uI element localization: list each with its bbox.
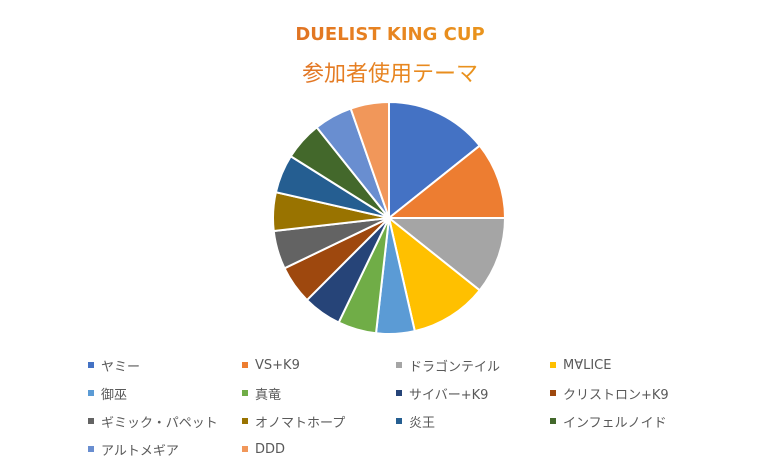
legend-label: アルトメギア	[101, 443, 179, 459]
chart-title: DUELIST KING CUP	[0, 24, 780, 45]
legend-label: 炎王	[409, 415, 436, 431]
legend-swatch	[396, 362, 402, 368]
legend-item: 真竜	[242, 384, 282, 403]
legend-swatch	[88, 418, 94, 424]
legend-label: 御巫	[101, 387, 128, 403]
legend-swatch	[550, 362, 556, 368]
legend-swatch	[550, 390, 556, 396]
legend-item: DDD	[242, 440, 285, 458]
legend-item: サイバー+K9	[396, 384, 489, 403]
legend-label: インフェルノイド	[563, 415, 667, 431]
legend-item: 炎王	[396, 412, 436, 431]
legend-swatch	[242, 362, 248, 368]
legend-label: ギミック・パペット	[101, 415, 218, 431]
legend-label: オノマトホープ	[255, 415, 346, 431]
legend-item: クリストロン+K9	[550, 384, 669, 403]
legend-item: アルトメギア	[88, 440, 179, 459]
legend-swatch	[88, 390, 94, 396]
legend-swatch	[396, 418, 402, 424]
legend-item: オノマトホープ	[242, 412, 346, 431]
legend-label: DDD	[255, 441, 286, 457]
legend-item: VS+K9	[242, 356, 300, 374]
legend-label: MⱯLICE	[563, 357, 612, 373]
legend-item: MⱯLICE	[550, 356, 611, 374]
legend-label: クリストロン+K9	[563, 387, 669, 403]
legend-item: ドラゴンテイル	[396, 356, 501, 375]
legend-item: 御巫	[88, 384, 128, 403]
pie-slice-2	[386, 144, 507, 219]
pie-slice-1	[388, 100, 482, 221]
legend-label: ヤミー	[101, 359, 141, 375]
legend-swatch	[88, 446, 94, 452]
pie-slice-4	[387, 215, 482, 333]
pie-slice-14	[349, 100, 390, 219]
legend-label: VS+K9	[255, 357, 300, 373]
pie-slice-3	[386, 217, 507, 292]
legend-item: ギミック・パペット	[88, 412, 218, 431]
legend-swatch	[88, 362, 94, 368]
legend-label: ドラゴンテイル	[409, 359, 501, 375]
legend-swatch	[396, 390, 402, 396]
legend-label: 真竜	[255, 387, 282, 403]
legend-swatch	[242, 446, 248, 452]
legend-swatch	[550, 418, 556, 424]
legend-label: サイバー+K9	[409, 387, 489, 403]
chart-subtitle: 参加者使用テーマ	[0, 56, 780, 88]
legend-item: インフェルノイド	[550, 412, 667, 431]
legend-item: ヤミー	[88, 356, 141, 375]
legend-swatch	[242, 418, 248, 424]
legend-swatch	[242, 390, 248, 396]
